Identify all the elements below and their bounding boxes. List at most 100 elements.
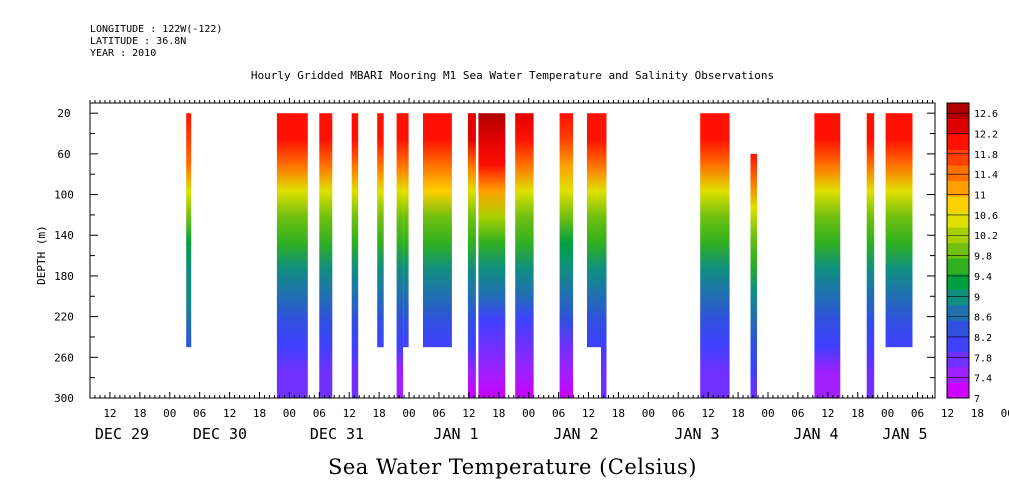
y-tick-label: 180 [54, 270, 74, 283]
data-column [750, 153, 757, 398]
x-tick-label: 18 [373, 407, 386, 420]
data-column [515, 113, 534, 398]
colorbar-swatch [947, 134, 969, 150]
colorbar-swatch [947, 289, 969, 306]
colorbar-label: 7.4 [974, 374, 992, 385]
x-tick-label: 00 [881, 407, 894, 420]
longitude-label: LONGITUDE : 122W(-122) [90, 24, 223, 35]
colorbar-swatch [947, 382, 969, 399]
x-tick-label: 00 [402, 407, 415, 420]
x-tick-label: 12 [103, 407, 116, 420]
colorbar-swatch [947, 366, 969, 383]
data-column [423, 113, 452, 348]
x-tick-label: 18 [971, 407, 984, 420]
colorbar-label: 10.6 [974, 211, 998, 222]
data-column [700, 113, 730, 398]
colorbar-swatch [947, 304, 969, 321]
x-tick-label: 06 [432, 407, 445, 420]
x-tick-label: 12 [821, 407, 834, 420]
x-tick-label: 18 [253, 407, 266, 420]
colorbar-label: 12.2 [974, 130, 998, 141]
data-column [866, 113, 875, 398]
x-tick-label: 18 [851, 407, 864, 420]
y-tick-label: 140 [54, 229, 74, 242]
x-axis: 12 18 00 06 12 18 00 06 12 18 00 06 12 18 00 06 12 18 00 06… [89, 98, 1009, 443]
data-column [601, 113, 607, 398]
colorbar-label: 9.4 [974, 272, 992, 283]
colorbar-label: 7.8 [974, 353, 992, 364]
x-tick-label: 18 [731, 407, 744, 420]
y-tick-label: 300 [54, 392, 74, 405]
data-column [186, 113, 192, 348]
x-date-label: JAN 2 [553, 425, 598, 443]
colorbar-label: 11.4 [974, 170, 998, 181]
data-column [319, 113, 333, 398]
x-tick-label: 00 [522, 407, 535, 420]
x-tick-label: 06 [313, 407, 326, 420]
colorbar: 12.6 12.2 11.8 11.4 11 10.6 10.2 9.8 9.4 9 8.6 8.2 7… [946, 102, 998, 405]
colorbar-label: 8.2 [974, 333, 992, 344]
colorbar-swatch [947, 351, 969, 368]
x-tick-label: 06 [193, 407, 206, 420]
data-column [885, 113, 913, 348]
colorbar-swatch [947, 180, 969, 197]
x-tick-label: 06 [672, 407, 685, 420]
y-axis-label: DEPTH (m) [35, 225, 48, 285]
x-tick-label: 06 [791, 407, 804, 420]
data-column [403, 113, 409, 348]
x-tick-label: 00 [1001, 407, 1009, 420]
x-tick-label: 00 [163, 407, 176, 420]
variable-title: Sea Water Temperature (Celsius) [327, 455, 697, 479]
data-column [467, 113, 476, 398]
x-tick-label: 18 [133, 407, 146, 420]
colorbar-label: 8.6 [974, 313, 992, 324]
data-column [276, 113, 308, 398]
colorbar-label: 9 [974, 292, 980, 303]
x-date-label: JAN 5 [882, 425, 927, 443]
x-date-label: DEC 29 [95, 425, 149, 443]
x-tick-label: 12 [702, 407, 715, 420]
colorbar-swatch [947, 273, 969, 290]
colorbar-label: 10.2 [974, 231, 998, 242]
x-date-label: JAN 1 [433, 425, 478, 443]
data-columns [186, 113, 913, 398]
data-column [351, 113, 359, 398]
colorbar-swatch [947, 258, 969, 275]
x-tick-label: 06 [552, 407, 565, 420]
colorbar-swatch [947, 103, 969, 119]
x-tick-label: 12 [582, 407, 595, 420]
x-date-label: DEC 31 [310, 425, 364, 443]
colorbar-swatch [947, 165, 969, 182]
year-label: YEAR : 2010 [90, 48, 157, 59]
data-column [814, 113, 841, 398]
colorbar-label: 7 [974, 394, 980, 405]
colorbar-swatch [947, 335, 969, 352]
latitude-label: LATITUDE : 36.8N [90, 36, 187, 47]
x-date-label: JAN 4 [793, 425, 838, 443]
x-tick-label: 18 [612, 407, 625, 420]
x-tick-label: 12 [343, 407, 356, 420]
x-tick-label: 00 [761, 407, 774, 420]
colorbar-label: 11.8 [974, 150, 998, 161]
colorbar-label: 11 [974, 191, 986, 202]
y-tick-label: 20 [57, 107, 70, 120]
x-tick-label: 06 [911, 407, 924, 420]
data-column [587, 113, 601, 348]
data-column [377, 113, 384, 348]
colorbar-swatch [947, 149, 969, 166]
x-tick-label: 12 [223, 407, 236, 420]
x-tick-label: 18 [492, 407, 505, 420]
y-tick-label: 100 [54, 189, 74, 202]
chart-title: Hourly Gridded MBARI Mooring M1 Sea Wate… [250, 69, 775, 82]
x-date-label: DEC 30 [193, 425, 247, 443]
x-tick-label: 00 [283, 407, 296, 420]
x-tick-label: 12 [941, 407, 954, 420]
colorbar-swatch [947, 320, 969, 337]
y-tick-label: 220 [54, 311, 74, 324]
x-tick-label: 00 [642, 407, 655, 420]
data-column [396, 113, 404, 398]
y-axis: 20 60 100 140 180 220 260 300 [54, 107, 935, 405]
plot-area [90, 103, 935, 398]
colorbar-swatch [947, 196, 969, 213]
